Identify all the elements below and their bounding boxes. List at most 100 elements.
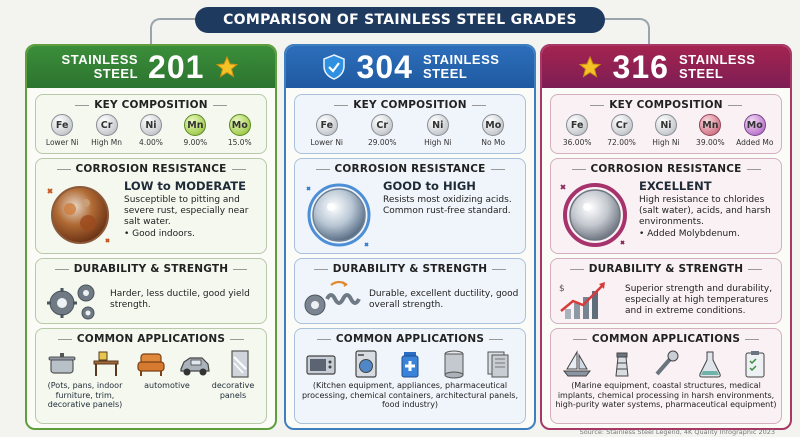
durability-title: DURABILITY & STRENGTH bbox=[36, 263, 266, 275]
durability-description: Harder, less ductile, good yield strengt… bbox=[110, 289, 250, 310]
grade-201-header: STAINLESS STEEL 201 bbox=[27, 46, 275, 88]
sailboat-icon bbox=[563, 350, 592, 377]
durability-section: DURABILITY & STRENGTH Durable, excellent… bbox=[294, 258, 526, 324]
armchair-icon bbox=[137, 353, 165, 376]
grade-304-number: 304 bbox=[356, 48, 413, 85]
element-label: No Mo bbox=[481, 138, 506, 147]
element-symbol: Mo bbox=[482, 114, 505, 136]
grade-316-number: 316 bbox=[612, 48, 669, 85]
element-item: Ni High Ni bbox=[416, 114, 460, 147]
durability-section: DURABILITY & STRENGTH $ Superior strengt… bbox=[550, 258, 782, 324]
corrosion-title: CORROSION RESISTANCE bbox=[295, 163, 525, 175]
element-item: Cr High Mn bbox=[85, 114, 129, 147]
element-item: Mn 39.00% bbox=[688, 114, 732, 147]
grade-316-header: 316 STAINLESS STEEL bbox=[542, 46, 790, 88]
corrosion-note: • Good indoors. bbox=[124, 229, 195, 239]
element-label: 39.00% bbox=[696, 138, 725, 147]
applications-title: COMMON APPLICATIONS bbox=[36, 333, 266, 345]
durability-description: Superior strength and durability, especi… bbox=[625, 283, 773, 316]
element-label: 72.00% bbox=[607, 138, 636, 147]
corrosion-section: CORROSION RESISTANCE GOOD to HIGH Resist… bbox=[294, 158, 526, 254]
element-symbol: Cr bbox=[371, 114, 394, 136]
corrosion-note: • Added Molybdenum. bbox=[639, 229, 740, 239]
durability-title: DURABILITY & STRENGTH bbox=[551, 263, 781, 275]
element-item: Mo 15.0% bbox=[218, 114, 262, 147]
applications-description: (Marine equipment, coastal structures, m… bbox=[555, 381, 777, 409]
applications-section: COMMON APPLICATIONS (Marine equipment, c… bbox=[550, 328, 782, 424]
corrosion-title: CORROSION RESISTANCE bbox=[551, 163, 781, 175]
element-symbol: Ni bbox=[654, 114, 677, 136]
header-label-line1: STAINLESS bbox=[422, 52, 500, 67]
composition-section: KEY COMPOSITION Fe Lower Ni Cr High Mn Ni 4… bbox=[35, 94, 267, 154]
corrosion-rating: GOOD to HIGH bbox=[383, 179, 476, 193]
svg-text:$: $ bbox=[559, 284, 565, 294]
element-label: Lower Ni bbox=[45, 138, 79, 147]
applications-description: (Kitchen equipment, appliances, pharmace… bbox=[301, 381, 519, 409]
medical-implant-icon bbox=[655, 350, 679, 376]
chemical-flask-icon bbox=[699, 351, 722, 378]
grade-304-header: 304 STAINLESS STEEL bbox=[286, 46, 534, 88]
applications-title: COMMON APPLICATIONS bbox=[551, 333, 781, 345]
element-item: Fe Lower Ni bbox=[305, 114, 349, 147]
grade-316-panel: 316 STAINLESS STEEL KEY COMPOSITION Fe 36… bbox=[540, 44, 792, 430]
application-text: indoor furniture, trim, decorative panel… bbox=[47, 381, 123, 409]
element-symbol: Fe bbox=[315, 114, 338, 136]
corrosion-description: Susceptible to pitting and severe rust, … bbox=[124, 195, 249, 227]
composition-title: KEY COMPOSITION bbox=[295, 99, 525, 111]
grade-201-number: 201 bbox=[148, 48, 205, 85]
element-symbol: Cr bbox=[610, 114, 633, 136]
car-icon bbox=[180, 357, 211, 376]
title-connector-left bbox=[150, 18, 196, 46]
application-item: automotive bbox=[144, 381, 190, 390]
composition-section: KEY COMPOSITION Fe 36.00% Cr 72.00% Ni High… bbox=[550, 94, 782, 154]
page-title: COMPARISON OF STAINLESS STEEL GRADES bbox=[195, 7, 605, 33]
corrosion-section: CORROSION RESISTANCE EXCELLENT High resi… bbox=[550, 158, 782, 254]
application-text: (Pots, pans, bbox=[47, 381, 95, 390]
applications-title: COMMON APPLICATIONS bbox=[295, 333, 525, 345]
element-item: Ni 4.00% bbox=[129, 114, 173, 147]
header-label-line2: STEEL bbox=[422, 66, 468, 81]
microwave-icon bbox=[306, 355, 336, 375]
element-label: 9.00% bbox=[183, 138, 208, 147]
title-connector-right bbox=[604, 18, 650, 46]
element-label: 4.00% bbox=[139, 138, 163, 147]
element-label: Added Mo bbox=[736, 138, 774, 147]
element-symbol: Ni bbox=[139, 114, 162, 136]
applications-section: COMMON APPLICATIONS (Pots, pans, indoor … bbox=[35, 328, 267, 424]
lighthouse-icon bbox=[615, 352, 629, 377]
corrosion-title: CORROSION RESISTANCE bbox=[36, 163, 266, 175]
application-item: decorative panels bbox=[211, 381, 255, 400]
header-label-line2: STEEL bbox=[93, 66, 139, 81]
premium-steel-disc-icon bbox=[557, 179, 631, 253]
element-label: High Ni bbox=[424, 138, 452, 147]
element-list: Fe Lower Ni Cr 29.00% Ni High Ni Mo No Mo bbox=[295, 111, 525, 147]
composition-title: KEY COMPOSITION bbox=[36, 99, 266, 111]
element-item: Mo No Mo bbox=[471, 114, 515, 147]
element-symbol: Ni bbox=[426, 114, 449, 136]
element-label: High Ni bbox=[652, 138, 680, 147]
header-label-line2: STEEL bbox=[678, 66, 724, 81]
element-item: Mo Added Mo bbox=[733, 114, 777, 147]
grade-304-header-label: STAINLESS STEEL bbox=[423, 53, 500, 81]
grade-304-panel: 304 STAINLESS STEEL KEY COMPOSITION Fe Lo… bbox=[284, 44, 536, 430]
element-label: 15.0% bbox=[227, 138, 252, 147]
composition-section: KEY COMPOSITION Fe Lower Ni Cr 29.00% Ni Hi… bbox=[294, 94, 526, 154]
durability-section: DURABILITY & STRENGTH Harder, less ducti… bbox=[35, 258, 267, 324]
composition-title: KEY COMPOSITION bbox=[551, 99, 781, 111]
element-symbol: Fe bbox=[566, 114, 589, 136]
element-item: Ni High Ni bbox=[644, 114, 688, 147]
element-label: 36.00% bbox=[562, 138, 592, 147]
rising-chart-icon: $ bbox=[557, 279, 617, 321]
corrosion-description: High resistance to chlorides (salt water… bbox=[639, 195, 771, 227]
washing-machine-icon bbox=[354, 350, 377, 378]
element-symbol: Mn bbox=[184, 114, 207, 136]
rusted-steel-disc-icon bbox=[42, 179, 116, 253]
element-item: Fe 36.00% bbox=[555, 114, 599, 147]
shield-icon bbox=[321, 54, 347, 80]
element-label: Lower Ni bbox=[310, 138, 344, 147]
element-symbol: Mo bbox=[228, 114, 251, 136]
element-symbol: Fe bbox=[51, 114, 74, 136]
durability-title: DURABILITY & STRENGTH bbox=[295, 263, 525, 275]
element-item: Fe Lower Ni bbox=[40, 114, 84, 147]
element-list: Fe Lower Ni Cr High Mn Ni 4.00% Mn 9.00% Mo 1… bbox=[36, 111, 266, 147]
